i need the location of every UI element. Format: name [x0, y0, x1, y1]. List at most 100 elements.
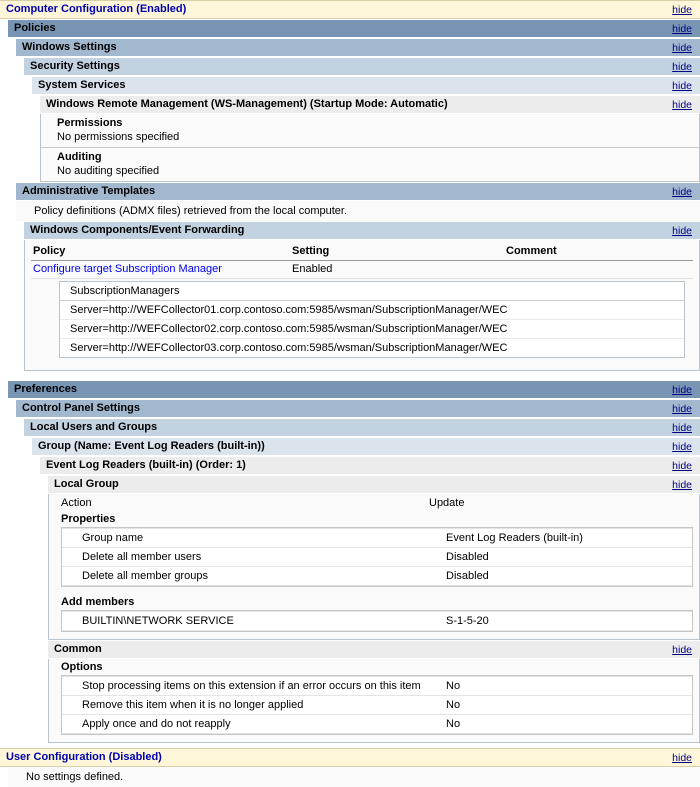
permissions-body: No permissions specified — [57, 131, 180, 143]
hide-link-policies[interactable]: hide — [672, 23, 692, 35]
column-header-setting: Setting — [290, 243, 504, 261]
event-forwarding-pane: Policy Setting Comment Configure target … — [24, 240, 700, 371]
section-system-services: System Services hide — [32, 76, 700, 95]
list-item: Server=http://WEFCollector01.corp.contos… — [60, 301, 684, 320]
local-users-and-groups-title: Local Users and Groups — [30, 421, 158, 433]
property-name: Delete all member groups — [62, 566, 444, 586]
action-row: Action Update — [49, 494, 699, 511]
section-user-configuration: User Configuration (Disabled) hide — [0, 748, 700, 767]
permissions-heading: Permissions — [57, 117, 123, 129]
hide-link-winrm-service[interactable]: hide — [672, 99, 692, 111]
properties-heading: Properties — [49, 511, 699, 527]
table-row: Delete all member users Disabled — [62, 547, 692, 567]
hide-link-event-forwarding[interactable]: hide — [672, 225, 692, 237]
hide-link-local-group[interactable]: hide — [672, 479, 692, 491]
hide-link-computer-configuration[interactable]: hide — [672, 4, 692, 16]
properties-table-wrap: Group name Event Log Readers (built-in) … — [61, 527, 693, 587]
option-value: No — [444, 714, 692, 734]
computer-configuration-title: Computer Configuration (Enabled) — [6, 3, 187, 15]
column-header-comment: Comment — [504, 243, 693, 261]
members-table: BUILTIN\NETWORK SERVICE S-1-5-20 — [62, 611, 692, 631]
administrative-templates-title: Administrative Templates — [22, 185, 156, 197]
permissions-block: Permissions No permissions specified — [41, 114, 699, 148]
hide-link-common[interactable]: hide — [672, 644, 692, 656]
user-configuration-pane: No settings defined. — [8, 767, 700, 787]
event-forwarding-title: Windows Components/Event Forwarding — [30, 224, 245, 236]
auditing-body: No auditing specified — [57, 165, 160, 177]
winrm-service-pane: Permissions No permissions specified Aud… — [40, 114, 700, 182]
table-row: BUILTIN\NETWORK SERVICE S-1-5-20 — [62, 611, 692, 631]
admx-note-pane: Policy definitions (ADMX files) retrieve… — [16, 201, 700, 221]
policy-table-header-row: Policy Setting Comment — [31, 243, 693, 261]
hide-link-group-item[interactable]: hide — [672, 460, 692, 472]
winrm-service-title: Windows Remote Management (WS-Management… — [46, 98, 448, 110]
hide-link-local-users-and-groups[interactable]: hide — [672, 422, 692, 434]
column-header-policy: Policy — [31, 243, 290, 261]
option-name: Remove this item when it is no longer ap… — [62, 695, 444, 715]
hide-link-control-panel-settings[interactable]: hide — [672, 403, 692, 415]
subscription-managers-listbox: SubscriptionManagers Server=http://WEFCo… — [59, 281, 685, 358]
hide-link-system-services[interactable]: hide — [672, 80, 692, 92]
hide-link-preferences[interactable]: hide — [672, 384, 692, 396]
table-row: Delete all member groups Disabled — [62, 566, 692, 586]
policy-table-wrap: Policy Setting Comment Configure target … — [25, 240, 699, 370]
preferences-title: Preferences — [14, 383, 77, 395]
security-settings-title: Security Settings — [30, 60, 120, 72]
policy-setting-cell: Enabled — [290, 260, 504, 279]
policies-title: Policies — [14, 22, 56, 34]
hide-link-user-configuration[interactable]: hide — [672, 752, 692, 764]
section-local-group: Local Group hide — [48, 475, 700, 494]
section-computer-configuration: Computer Configuration (Enabled) hide — [0, 0, 700, 19]
section-preferences: Preferences hide — [8, 380, 700, 399]
option-value: No — [444, 676, 692, 696]
property-value: Disabled — [444, 547, 692, 567]
policy-link-configure-target-subscription-manager[interactable]: Configure target Subscription Manager — [33, 263, 222, 275]
options-spacer — [49, 735, 699, 742]
hide-link-security-settings[interactable]: hide — [672, 61, 692, 73]
user-configuration-title: User Configuration (Disabled) — [6, 751, 162, 763]
section-common: Common hide — [48, 640, 700, 659]
section-policies: Policies hide — [8, 19, 700, 38]
members-table-wrap: BUILTIN\NETWORK SERVICE S-1-5-20 — [61, 610, 693, 632]
option-name: Stop processing items on this extension … — [62, 676, 444, 696]
hide-link-administrative-templates[interactable]: hide — [672, 186, 692, 198]
common-title: Common — [54, 643, 102, 655]
local-group-pane: Action Update Properties Group name Even… — [48, 494, 700, 640]
section-group: Group (Name: Event Log Readers (built-in… — [32, 437, 700, 456]
hide-link-windows-settings[interactable]: hide — [672, 42, 692, 54]
windows-settings-title: Windows Settings — [22, 41, 117, 53]
group-title: Group (Name: Event Log Readers (built-in… — [38, 440, 265, 452]
table-row: Configure target Subscription Manager En… — [31, 260, 693, 279]
section-windows-settings: Windows Settings hide — [16, 38, 700, 57]
system-services-title: System Services — [38, 79, 126, 91]
options-table: Stop processing items on this extension … — [62, 676, 692, 734]
action-label: Action — [61, 497, 92, 509]
user-configuration-note: No settings defined. — [8, 767, 700, 787]
table-row: Group name Event Log Readers (built-in) — [62, 528, 692, 548]
property-name: Delete all member users — [62, 547, 444, 567]
members-spacer — [49, 632, 699, 639]
group-item-title: Event Log Readers (built-in) (Order: 1) — [46, 459, 246, 471]
section-group-item: Event Log Readers (built-in) (Order: 1) … — [40, 456, 700, 475]
member-name: BUILTIN\NETWORK SERVICE — [62, 611, 444, 631]
subscription-managers-header: SubscriptionManagers — [60, 282, 684, 301]
property-value: Event Log Readers (built-in) — [444, 528, 692, 548]
list-item: Server=http://WEFCollector03.corp.contos… — [70, 342, 508, 354]
section-gap — [0, 371, 700, 380]
local-group-title: Local Group — [54, 478, 119, 490]
options-heading: Options — [49, 659, 699, 675]
policy-table: Policy Setting Comment Configure target … — [31, 243, 693, 279]
section-winrm-service: Windows Remote Management (WS-Management… — [40, 95, 700, 114]
section-control-panel-settings: Control Panel Settings hide — [16, 399, 700, 418]
table-row: Remove this item when it is no longer ap… — [62, 695, 692, 715]
control-panel-settings-title: Control Panel Settings — [22, 402, 140, 414]
member-sid: S-1-5-20 — [444, 611, 692, 631]
list-item: Server=http://WEFCollector02.corp.contos… — [60, 320, 684, 339]
properties-table: Group name Event Log Readers (built-in) … — [62, 528, 692, 586]
property-name: Group name — [62, 528, 444, 548]
action-value: Update — [429, 497, 465, 509]
hide-link-group[interactable]: hide — [672, 441, 692, 453]
admx-note: Policy definitions (ADMX files) retrieve… — [16, 201, 700, 221]
property-value: Disabled — [444, 566, 692, 586]
